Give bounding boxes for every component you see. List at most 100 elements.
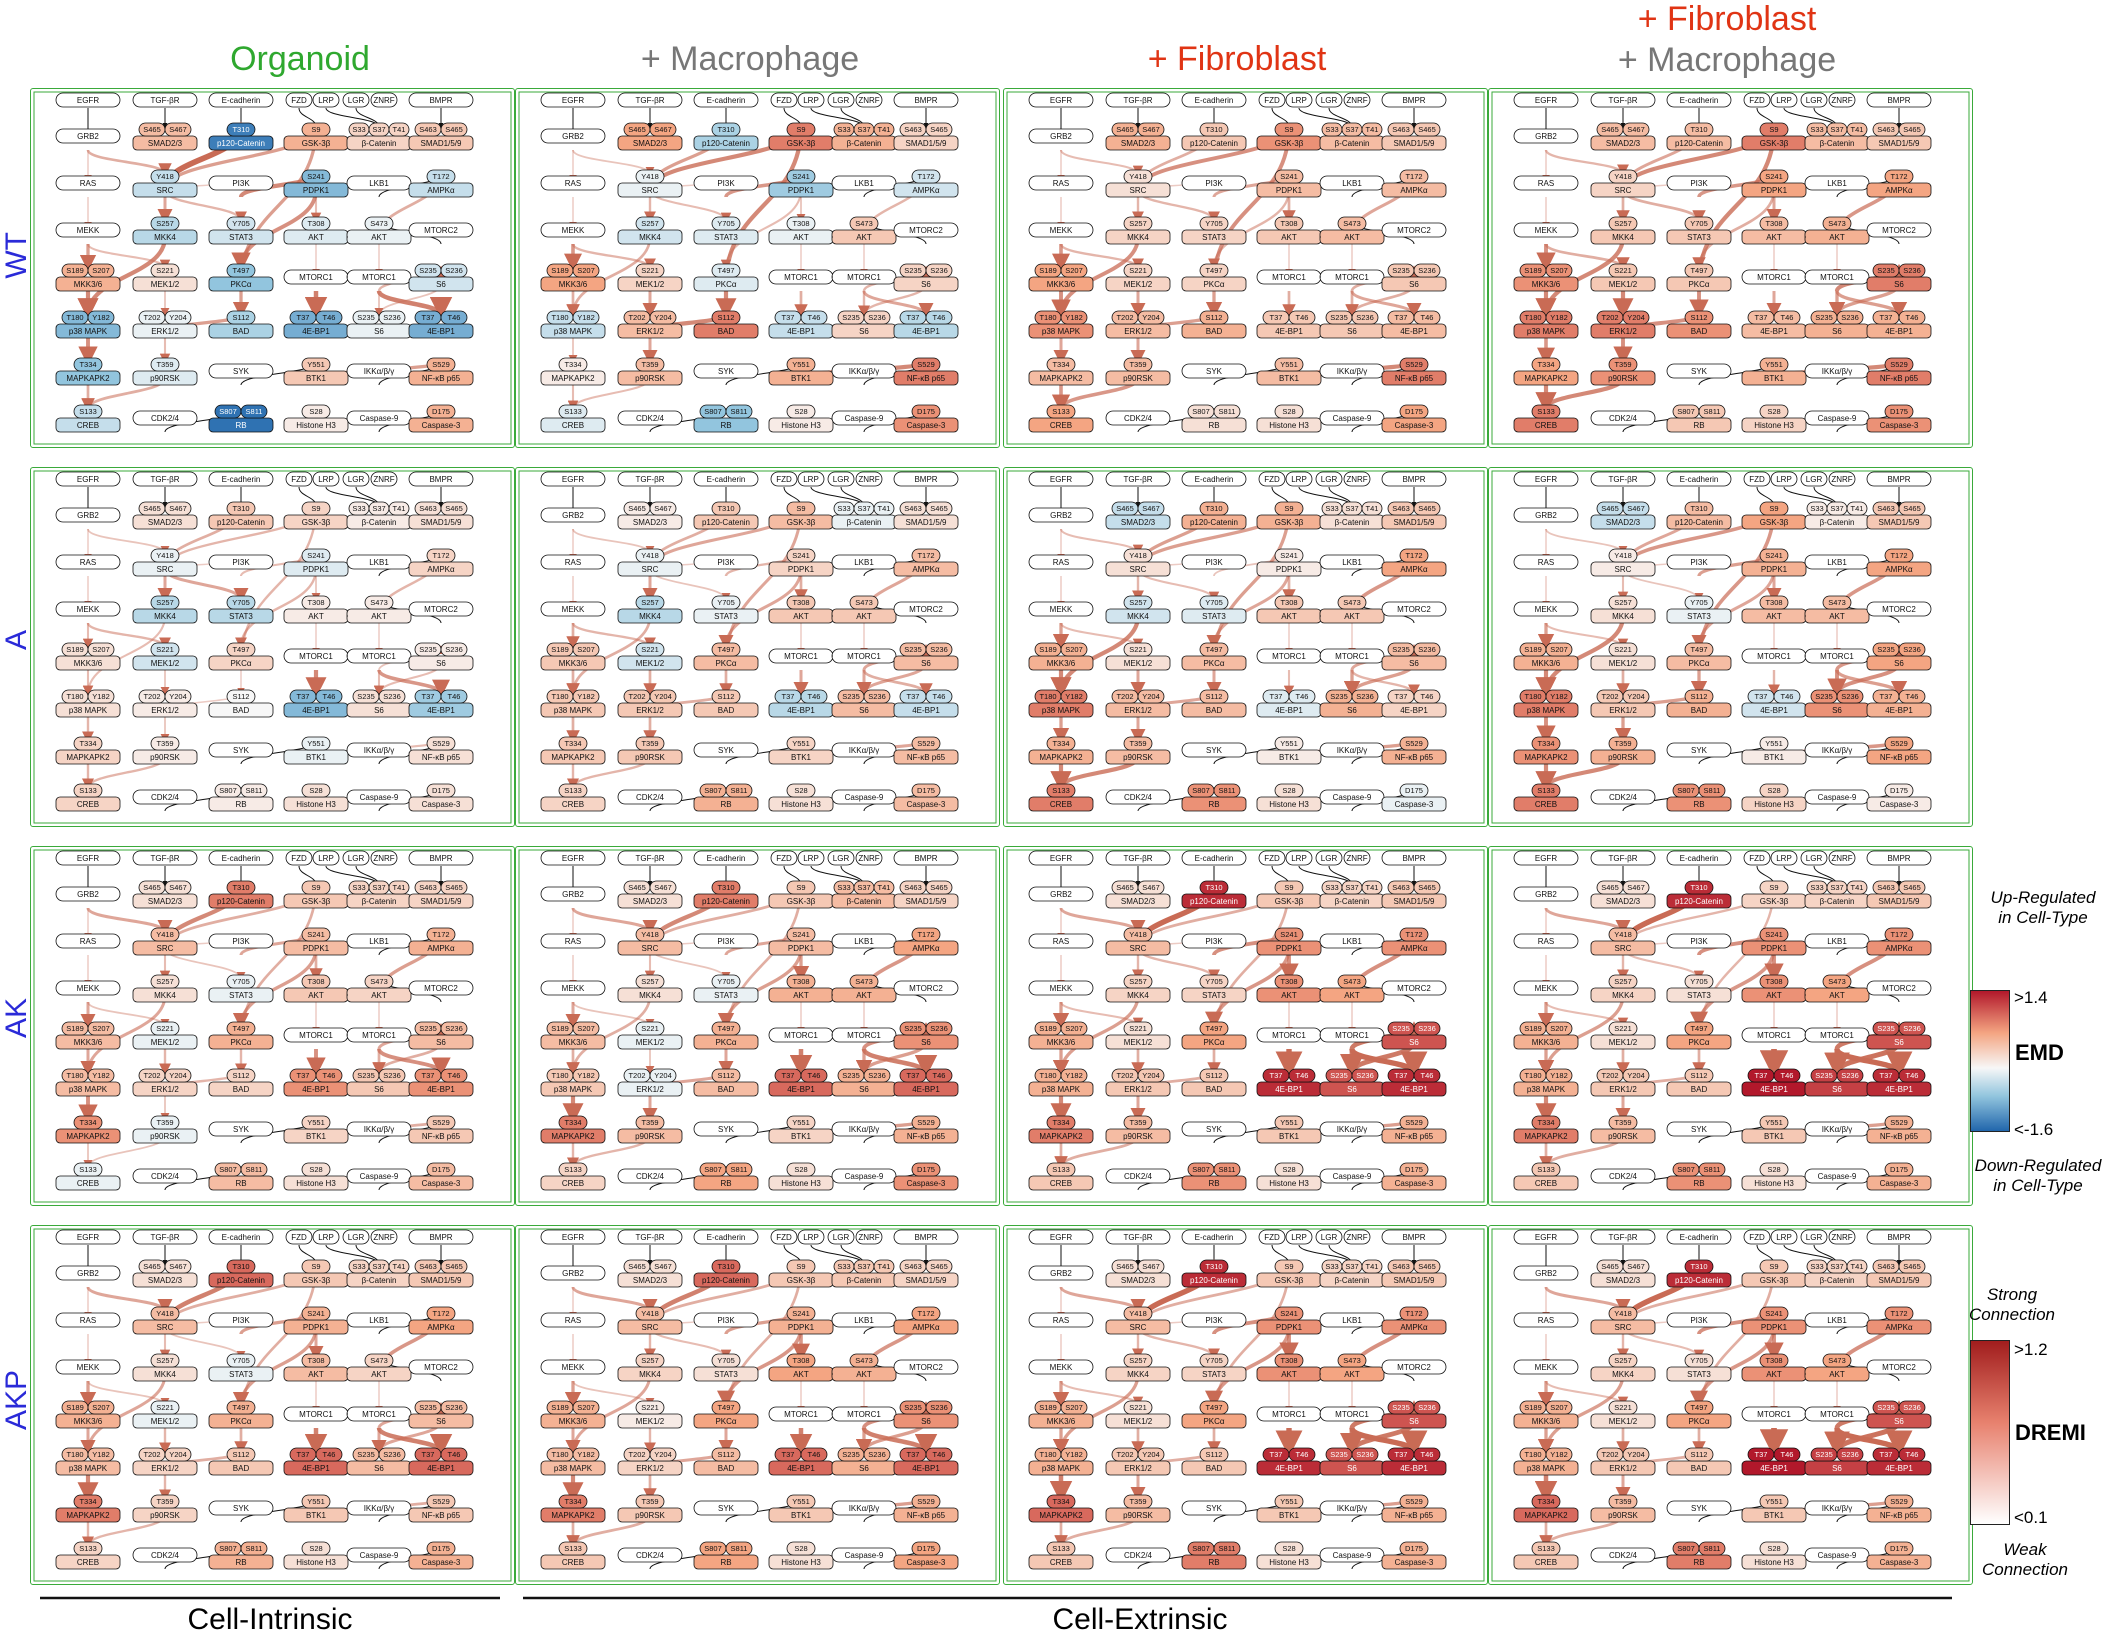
node-label: SMAD2/3 <box>633 1276 668 1285</box>
node-label: MEKK <box>77 984 100 993</box>
node-bmpr: BMPR <box>893 471 959 487</box>
site-label: S463 <box>904 1262 922 1271</box>
site-label: S257 <box>1614 219 1632 228</box>
site-label: T334 <box>564 360 581 369</box>
node-mtorc1a: MTORC1 <box>1741 1406 1807 1422</box>
node-label: E-cadherin <box>1680 96 1719 105</box>
site-label: S207 <box>577 266 595 275</box>
node-label: MAPKAPK2 <box>66 1132 110 1141</box>
site-label: S257 <box>1129 598 1147 607</box>
node-label: CREB <box>562 421 584 430</box>
node-label: S6 <box>436 1417 446 1426</box>
node-label: MAPKAPK2 <box>1524 374 1568 383</box>
node-ikk: IKKα/β/γ <box>1319 363 1385 379</box>
site-label: T41 <box>1851 1262 1864 1271</box>
node-label: BMPR <box>1402 1233 1425 1242</box>
node-label: LGR <box>348 475 365 484</box>
site-label: S236 <box>445 1024 463 1033</box>
node-label: AMPKα <box>427 565 455 574</box>
node-lgr: LGR <box>1800 1229 1828 1245</box>
site-label: S465 <box>445 504 463 513</box>
site-label: T359 <box>1614 360 1631 369</box>
site-label: S33 <box>1810 125 1823 134</box>
site-label: S467 <box>654 1262 672 1271</box>
node-label: Caspase-9 <box>1333 793 1372 802</box>
node-label: BTK1 <box>306 753 327 762</box>
node-label: Histone H3 <box>1754 800 1794 809</box>
node-label: MAPKAPK2 <box>66 1511 110 1520</box>
site-label: S207 <box>92 645 110 654</box>
site-label: Y418 <box>156 172 174 181</box>
node-label: 4E-BP1 <box>1885 1464 1913 1473</box>
node-label: p90RSK <box>635 1132 665 1141</box>
node-label: RB <box>1693 421 1704 430</box>
node-label: p90RSK <box>150 753 180 762</box>
site-label: S811 <box>731 1544 748 1553</box>
node-label: MAPKAPK2 <box>551 1511 595 1520</box>
node-cdk24: CDK2/4 <box>1105 1168 1171 1184</box>
site-label: S189 <box>551 1024 569 1033</box>
dremi-max-label: >1.2 <box>2014 1340 2048 1359</box>
node-label: ERK1/2 <box>1609 327 1637 336</box>
node-label: β-Catenin <box>1335 1276 1370 1285</box>
node-label: SMAD1/5/9 <box>1394 1276 1435 1285</box>
node-label: MEKK <box>77 1363 100 1372</box>
node-mekk: MEKK <box>1513 1359 1579 1375</box>
site-label: S241 <box>1280 1309 1298 1318</box>
node-label: LRP <box>1291 96 1307 105</box>
site-label: S465 <box>628 504 646 513</box>
node-label: Histone H3 <box>1269 1179 1309 1188</box>
node-label: p120-Catenin <box>1675 897 1723 906</box>
site-label: S236 <box>930 1024 948 1033</box>
site-label: S112 <box>718 313 735 322</box>
node-lrp: LRP <box>797 471 825 487</box>
site-label: T46 <box>1781 692 1794 701</box>
node-label: AKT <box>856 991 872 1000</box>
node-ras: RAS <box>1028 933 1094 949</box>
node-label: p90RSK <box>1123 753 1153 762</box>
edge-GRB2-SRC <box>1059 528 1144 556</box>
site-label: S465 <box>1418 125 1436 134</box>
node-label: BMPR <box>914 1233 937 1242</box>
node-syk: SYK <box>208 742 274 758</box>
node-label: MEK1/2 <box>1124 1417 1153 1426</box>
node-label: LRP <box>318 854 334 863</box>
node-label: GRB2 <box>562 890 584 899</box>
node-ikk: IKKα/β/γ <box>831 1500 897 1516</box>
node-label: CDK2/4 <box>1609 1172 1638 1181</box>
emd-bottom-line2: in Cell-Type <box>1993 1176 2083 1195</box>
site-label: T172 <box>1890 930 1907 939</box>
site-label: T37 <box>782 1071 795 1080</box>
node-label: CREB <box>1050 421 1072 430</box>
node-label: AMPKα <box>1885 1323 1913 1332</box>
node-tgfbr: TGF-βR <box>1105 471 1171 487</box>
node-label: PI3K <box>717 1316 735 1325</box>
node-ras: RAS <box>1513 1312 1579 1328</box>
site-label: S236 <box>445 266 463 275</box>
node-label: 4E-BP1 <box>1400 1464 1428 1473</box>
